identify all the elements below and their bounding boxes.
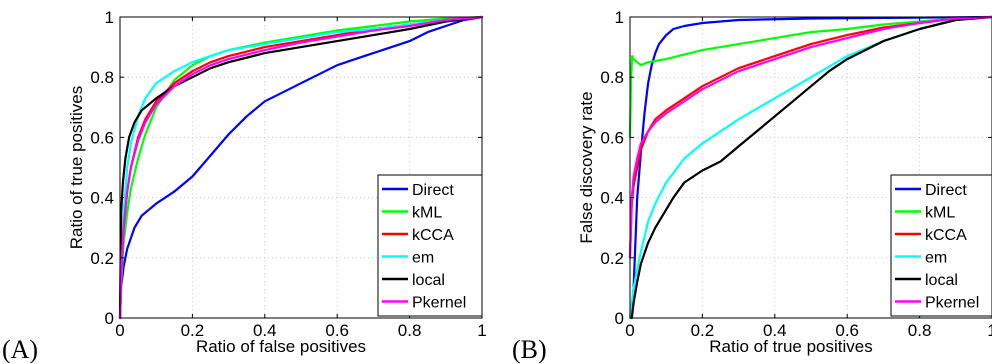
x-tick-label: 0 — [115, 321, 124, 340]
y-tick-label: 0.8 — [600, 68, 624, 87]
y-tick-label: 0.4 — [600, 189, 624, 208]
panel-label: (B) — [512, 335, 547, 364]
legend: Direct kML kCCA em local Pkernel — [890, 174, 992, 317]
x-tick-label: 1 — [987, 321, 992, 340]
y-tick-label: 0.6 — [600, 128, 624, 147]
series-line-kml — [118, 15, 484, 320]
x-tick-label: 0.8 — [908, 321, 932, 340]
x-tick-label: 0.2 — [691, 321, 715, 340]
legend-label-kml: kML — [925, 205, 955, 222]
series-line-em — [118, 15, 484, 320]
legend-label-pkernel: Pkernel — [925, 295, 979, 312]
y-tick-label: 0 — [615, 309, 624, 328]
legend-label-em: em — [412, 250, 434, 267]
x-tick-label: 0.4 — [763, 321, 787, 340]
y-tick-label: 0.2 — [600, 249, 624, 268]
y-tick-label: 0.8 — [90, 68, 114, 87]
series-line-local — [630, 15, 992, 320]
series-line-local — [118, 15, 484, 320]
y-axis-label: Ratio of true positives — [67, 86, 86, 249]
series-line-direct — [118, 15, 484, 320]
series-line-direct — [630, 15, 992, 314]
legend-label-local: local — [925, 272, 958, 289]
legend-label-kml: kML — [412, 205, 442, 222]
x-tick-label: 0 — [625, 321, 634, 340]
series-line-kcca — [628, 15, 992, 259]
y-axis-label: False discovery rate — [577, 91, 596, 243]
legend-label-local: local — [412, 272, 445, 289]
x-tick-label: 0.6 — [325, 321, 349, 340]
legend-label-em: em — [925, 250, 947, 267]
legend-box — [377, 174, 483, 317]
y-tick-label: 0.2 — [90, 249, 114, 268]
x-tick-label: 0.6 — [835, 321, 859, 340]
x-tick-label: 0.8 — [398, 321, 422, 340]
x-axis-label: Ratio of true positives — [709, 337, 872, 356]
series-line-kml — [628, 15, 992, 139]
legend: Direct kML kCCA em local Pkernel — [377, 174, 483, 317]
x-tick-label: 0.4 — [253, 321, 277, 340]
chart-panel-b: 0 0.2 0.4 0.6 0.8 1 0 0.2 0.4 0.6 0.8 1 Ratio of tr… — [512, 8, 992, 364]
y-tick-label: 1 — [615, 8, 624, 27]
legend-label-kcca: kCCA — [412, 227, 454, 244]
legend-box — [890, 174, 992, 317]
y-tick-label: 0.4 — [90, 189, 114, 208]
legend-label-kcca: kCCA — [925, 227, 967, 244]
x-axis-label: Ratio of false positives — [196, 337, 366, 356]
y-tick-label: 1 — [105, 8, 114, 27]
y-tick-label: 0 — [105, 309, 114, 328]
series-line-pkernel — [118, 15, 484, 320]
series-line-pkernel — [628, 15, 992, 259]
chart-panel-a: 0 0.2 0.4 0.6 0.8 1 0 0.2 0.4 0.6 0.8 1 Ratio of fa… — [2, 8, 487, 364]
y-tick-label: 0.6 — [90, 128, 114, 147]
plot-frame — [119, 16, 483, 319]
legend-label-direct: Direct — [925, 182, 967, 199]
legend-label-direct: Direct — [412, 182, 454, 199]
panel-label: (A) — [2, 335, 38, 364]
x-tick-label: 0.2 — [181, 321, 205, 340]
plot-frame — [629, 16, 992, 319]
legend-label-pkernel: Pkernel — [412, 295, 466, 312]
x-tick-label: 1 — [477, 321, 486, 340]
